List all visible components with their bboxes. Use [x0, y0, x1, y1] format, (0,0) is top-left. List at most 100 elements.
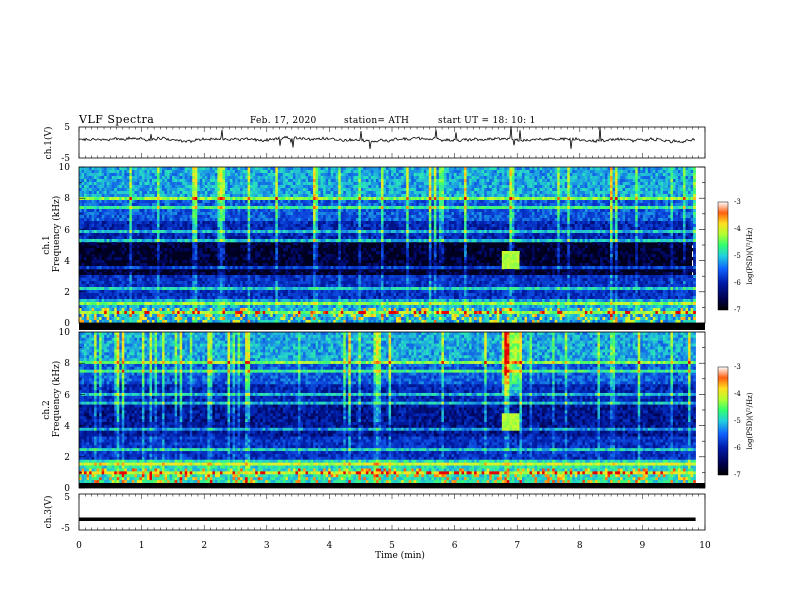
spectrogram-cell: [189, 200, 193, 204]
spectrogram-cell: [365, 185, 369, 189]
spectrogram-cell: [343, 212, 347, 216]
spectrogram-cell: [227, 182, 231, 186]
spectrogram-cell: [476, 179, 480, 183]
spectrogram-cell: [675, 188, 679, 192]
spectrogram-cell: [557, 176, 561, 180]
spectrogram-cell: [116, 200, 120, 204]
spectrogram-cell: [315, 203, 319, 207]
spectrogram-cell: [441, 209, 445, 213]
spectrogram-cell: [114, 209, 118, 213]
spectrogram-cell: [667, 215, 671, 219]
spectrogram-cell: [481, 173, 485, 177]
spectrogram-cell: [554, 170, 558, 174]
spectrogram-cell: [235, 203, 238, 207]
spectrogram-cell: [567, 182, 571, 186]
spectrogram-cell: [207, 212, 211, 216]
spectrogram-cell: [599, 194, 603, 198]
spectrogram-cell: [202, 191, 206, 195]
spectrogram-cell: [524, 221, 528, 225]
spectrogram-cell: [245, 212, 248, 216]
spectrogram-cell: [657, 212, 661, 216]
spectrogram-cell: [547, 212, 550, 216]
spectrogram-cell: [688, 179, 691, 183]
spectrogram-cell: [375, 179, 379, 183]
spectrogram-cell: [212, 215, 216, 219]
spectrogram-cell: [235, 182, 238, 186]
spectrogram-cell: [599, 209, 603, 213]
spectrogram-cell: [328, 215, 331, 219]
spectrogram-cell: [484, 182, 488, 186]
spectrogram-cell: [302, 167, 306, 171]
spectrogram-cell: [101, 185, 105, 189]
spectrogram-cell: [486, 221, 490, 225]
spectrogram-cell: [396, 191, 399, 195]
spectrogram-cell: [297, 170, 301, 174]
spectrogram-cell: [84, 176, 87, 180]
spectrogram-cell: [277, 173, 281, 177]
spectrogram-cell: [552, 200, 555, 204]
spectrogram-cell: [257, 200, 261, 204]
spectrogram-cell: [426, 215, 430, 219]
spectrogram-cell: [620, 191, 623, 195]
spectrogram-cell: [683, 215, 686, 219]
spectrogram-cell: [302, 170, 306, 174]
spectrogram-cell: [169, 182, 173, 186]
spectrogram-cell: [146, 176, 150, 180]
spectrogram-cell: [562, 215, 566, 219]
spectrogram-cell: [652, 173, 656, 177]
spectrogram-cell: [391, 197, 394, 201]
spectrogram-cell: [313, 188, 316, 192]
spectrogram-cell: [318, 179, 321, 183]
spectrogram-cell: [199, 176, 203, 180]
spectrogram-cell: [597, 182, 601, 186]
spectrogram-cell: [94, 221, 97, 225]
spectrogram-cell: [615, 203, 618, 207]
spectrogram-cell: [605, 200, 608, 204]
ch1-waveform-x-ticks: [78, 127, 706, 158]
spectrogram-cell: [647, 200, 651, 204]
spectrogram-cell: [416, 191, 420, 195]
spectrogram-cell: [84, 212, 87, 216]
spectrogram-cell: [516, 197, 520, 201]
spectrogram-cell: [267, 218, 271, 222]
spectrogram-cell: [630, 170, 633, 174]
spectrogram-cell: [532, 200, 535, 204]
spectrogram-cell: [358, 194, 362, 198]
spectrogram-cell: [642, 197, 646, 201]
spectrogram-cell: [516, 194, 520, 198]
spectrogram-cell: [411, 206, 415, 210]
spectrogram-cell: [136, 215, 140, 219]
spectrogram-cell: [287, 191, 291, 195]
spectrogram-cell: [189, 185, 193, 189]
spectrogram-cell: [610, 203, 613, 207]
spectrogram-cell: [370, 182, 374, 186]
spectrogram-cell: [391, 179, 394, 183]
spectrogram-cell: [383, 221, 387, 225]
spectrogram-cell: [569, 167, 573, 171]
spectrogram-cell: [177, 185, 180, 189]
spectrogram-cell: [426, 191, 430, 195]
spectrogram-cell: [652, 170, 656, 174]
spectrogram-cell: [129, 194, 133, 198]
spectrogram-cell: [124, 197, 128, 201]
spectrogram-cell: [677, 197, 681, 201]
spectrogram-cell: [79, 224, 82, 228]
spectrogram-cell: [260, 188, 264, 192]
spectrogram-cell: [506, 215, 510, 219]
spectrogram-cell: [232, 188, 236, 192]
spectrogram-cell: [345, 167, 349, 171]
spectrogram-cell: [94, 182, 97, 186]
spectrogram-cell: [267, 209, 271, 213]
spectrogram-cell: [199, 194, 203, 198]
spectrogram-cell: [104, 185, 107, 189]
spectrogram-cell: [265, 215, 269, 219]
spectrogram-cell: [230, 170, 233, 174]
spectrogram-cell: [164, 194, 168, 198]
spectrogram-cell: [504, 194, 508, 198]
spectrogram-cell: [282, 167, 286, 171]
spectrogram-cell: [255, 209, 258, 213]
spectrogram-cell: [360, 191, 364, 195]
spectrogram-cell: [129, 215, 133, 219]
spectrogram-cell: [670, 191, 674, 195]
spectrogram-cell: [637, 215, 641, 219]
